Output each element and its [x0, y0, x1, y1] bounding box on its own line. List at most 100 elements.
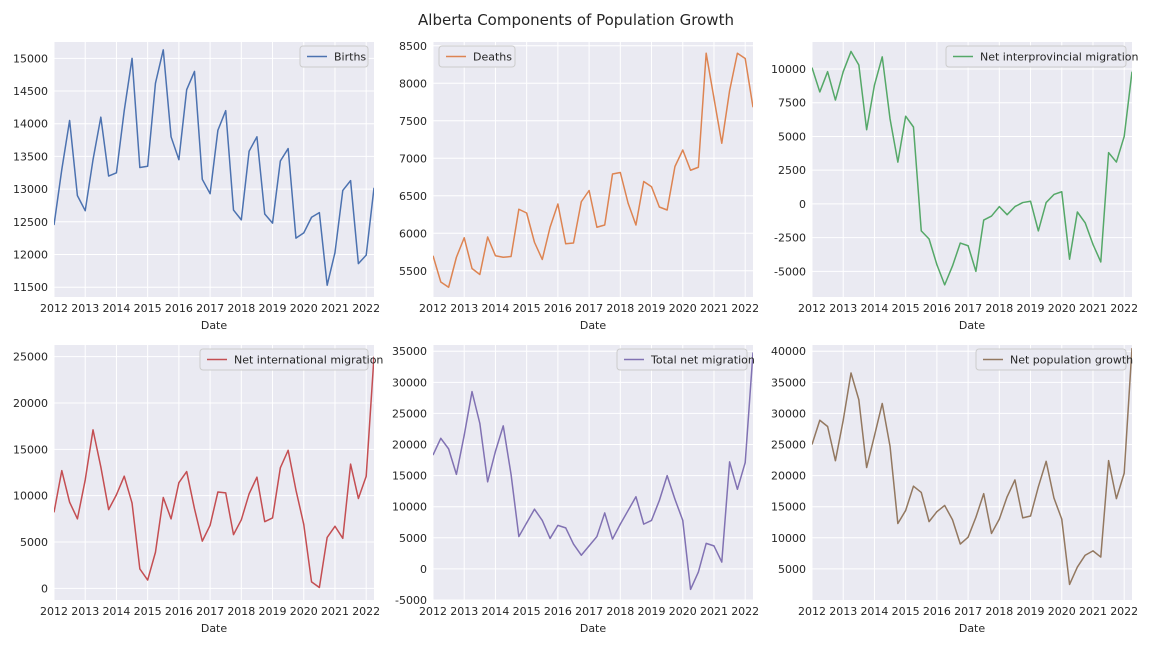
x-tick-label: 2018	[985, 605, 1013, 618]
data-point	[635, 496, 637, 498]
data-point	[834, 459, 836, 461]
subplot-6: 2012 2013 2014 2015 2016 2017 2018 2019 2020 2021…	[771, 345, 1138, 635]
data-point	[170, 136, 172, 138]
data-point	[447, 448, 449, 450]
x-tick-label: 2015	[892, 605, 920, 618]
x-tick-label: 2014	[102, 302, 130, 315]
data-point	[232, 533, 234, 535]
data-point	[596, 535, 598, 537]
x-tick-label: 2012	[40, 605, 68, 618]
data-point	[1045, 460, 1047, 462]
data-point	[897, 522, 899, 524]
x-tick-label: 2020	[290, 605, 318, 618]
data-point	[658, 206, 660, 208]
x-tick-label: 2014	[860, 605, 888, 618]
y-tick-label: 8500	[399, 40, 427, 53]
x-tick-label: 2013	[71, 302, 99, 315]
x-tick-label: 2013	[450, 605, 478, 618]
data-point	[1037, 486, 1039, 488]
data-point	[1100, 556, 1102, 558]
data-point	[1022, 517, 1024, 519]
data-point	[721, 561, 723, 563]
data-point	[334, 251, 336, 253]
data-point	[658, 499, 660, 501]
data-point	[811, 66, 813, 68]
x-tick-label: 2013	[71, 605, 99, 618]
data-point	[1006, 213, 1008, 215]
y-tick-label: 14500	[13, 85, 48, 98]
data-point	[502, 425, 504, 427]
data-point	[100, 466, 102, 468]
x-tick-label: 2015	[513, 605, 541, 618]
data-point	[349, 179, 351, 181]
x-tick-label: 2021	[700, 302, 728, 315]
data-point	[1131, 347, 1133, 349]
data-point	[107, 175, 109, 177]
y-tick-label: 2500	[778, 164, 806, 177]
data-point	[1045, 201, 1047, 203]
data-point	[549, 226, 551, 228]
y-tick-label: 7500	[399, 115, 427, 128]
data-point	[904, 509, 906, 511]
y-tick-label: -5000	[395, 594, 427, 607]
data-point	[951, 265, 953, 267]
legend-box	[945, 45, 1127, 68]
x-tick-label: 2016	[923, 605, 951, 618]
x-tick-label: 2022	[1110, 605, 1138, 618]
data-point	[440, 437, 442, 439]
y-tick-label: 25000	[392, 407, 427, 420]
data-point	[967, 245, 969, 247]
data-point	[349, 463, 351, 465]
data-point	[936, 263, 938, 265]
data-point	[998, 518, 1000, 520]
data-point	[295, 237, 297, 239]
y-tick-label: 35000	[771, 376, 806, 389]
legend: Net population growth	[975, 348, 1133, 371]
data-point	[920, 491, 922, 493]
x-tick-label: 2018	[985, 302, 1013, 315]
y-tick-label: 12000	[13, 249, 48, 262]
data-point	[525, 522, 527, 524]
x-tick-label: 2016	[544, 605, 572, 618]
x-tick-label: 2017	[954, 302, 982, 315]
data-point	[850, 372, 852, 374]
data-point	[865, 466, 867, 468]
legend-label: Deaths	[473, 51, 512, 64]
data-point	[1076, 211, 1078, 213]
plot-area	[433, 42, 753, 297]
data-point	[943, 284, 945, 286]
data-point	[975, 270, 977, 272]
data-point	[209, 524, 211, 526]
data-point	[928, 238, 930, 240]
data-point	[983, 219, 985, 221]
data-point	[643, 180, 645, 182]
data-point	[619, 523, 621, 525]
data-point	[455, 256, 457, 258]
data-point	[455, 473, 457, 475]
x-tick-label: 2015	[513, 302, 541, 315]
y-tick-label: 40000	[771, 345, 806, 358]
data-point	[178, 482, 180, 484]
data-point	[92, 429, 94, 431]
data-point	[627, 202, 629, 204]
data-point	[502, 256, 504, 258]
data-point	[689, 588, 691, 590]
data-point	[1029, 200, 1031, 202]
data-point	[674, 165, 676, 167]
data-point	[1068, 258, 1070, 260]
data-point	[533, 241, 535, 243]
x-axis-label: Date	[201, 319, 228, 332]
x-tick-label: 2021	[700, 605, 728, 618]
x-tick-label: 2020	[669, 605, 697, 618]
data-point	[572, 543, 574, 545]
series-line	[54, 356, 374, 589]
x-axis-label: Date	[580, 622, 607, 635]
data-point	[326, 536, 328, 538]
x-tick-label: 2021	[321, 605, 349, 618]
data-point	[1006, 496, 1008, 498]
data-point	[889, 445, 891, 447]
data-point	[1084, 554, 1086, 556]
y-tick-label: 7500	[778, 97, 806, 110]
x-tick-label: 2022	[352, 605, 380, 618]
